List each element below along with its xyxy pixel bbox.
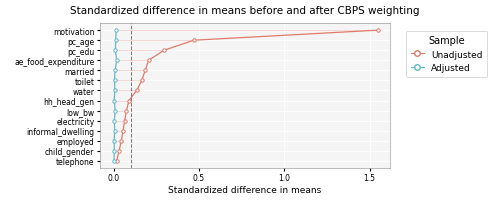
Text: Standardized difference in means before and after CBPS weighting: Standardized difference in means before … (70, 6, 420, 16)
Point (122, 109, 130, 113)
Point (110, 129, 118, 133)
Point (111, 89, 119, 93)
Point (110, 149, 118, 153)
Point (110, 159, 118, 163)
Point (160, 49, 168, 53)
Legend: Unadjusted, Adjusted: Unadjusted, Adjusted (406, 31, 487, 77)
X-axis label: Standardized difference in means: Standardized difference in means (168, 185, 322, 194)
Point (112, 159, 120, 163)
Point (119, 129, 127, 133)
Point (110, 119, 118, 123)
Point (110, 79, 118, 83)
Point (111, 109, 119, 113)
Point (115, 149, 123, 153)
Point (132, 89, 140, 93)
Point (112, 39, 120, 43)
Point (112, 59, 120, 63)
Point (120, 119, 128, 123)
Point (190, 39, 198, 43)
Point (374, 29, 382, 33)
Point (112, 49, 120, 53)
Point (118, 139, 126, 143)
Point (141, 69, 149, 73)
Point (110, 99, 118, 103)
Point (110, 139, 118, 143)
Point (111, 69, 119, 73)
Point (125, 99, 133, 103)
Point (112, 29, 120, 33)
Point (144, 59, 152, 63)
Point (138, 79, 146, 83)
